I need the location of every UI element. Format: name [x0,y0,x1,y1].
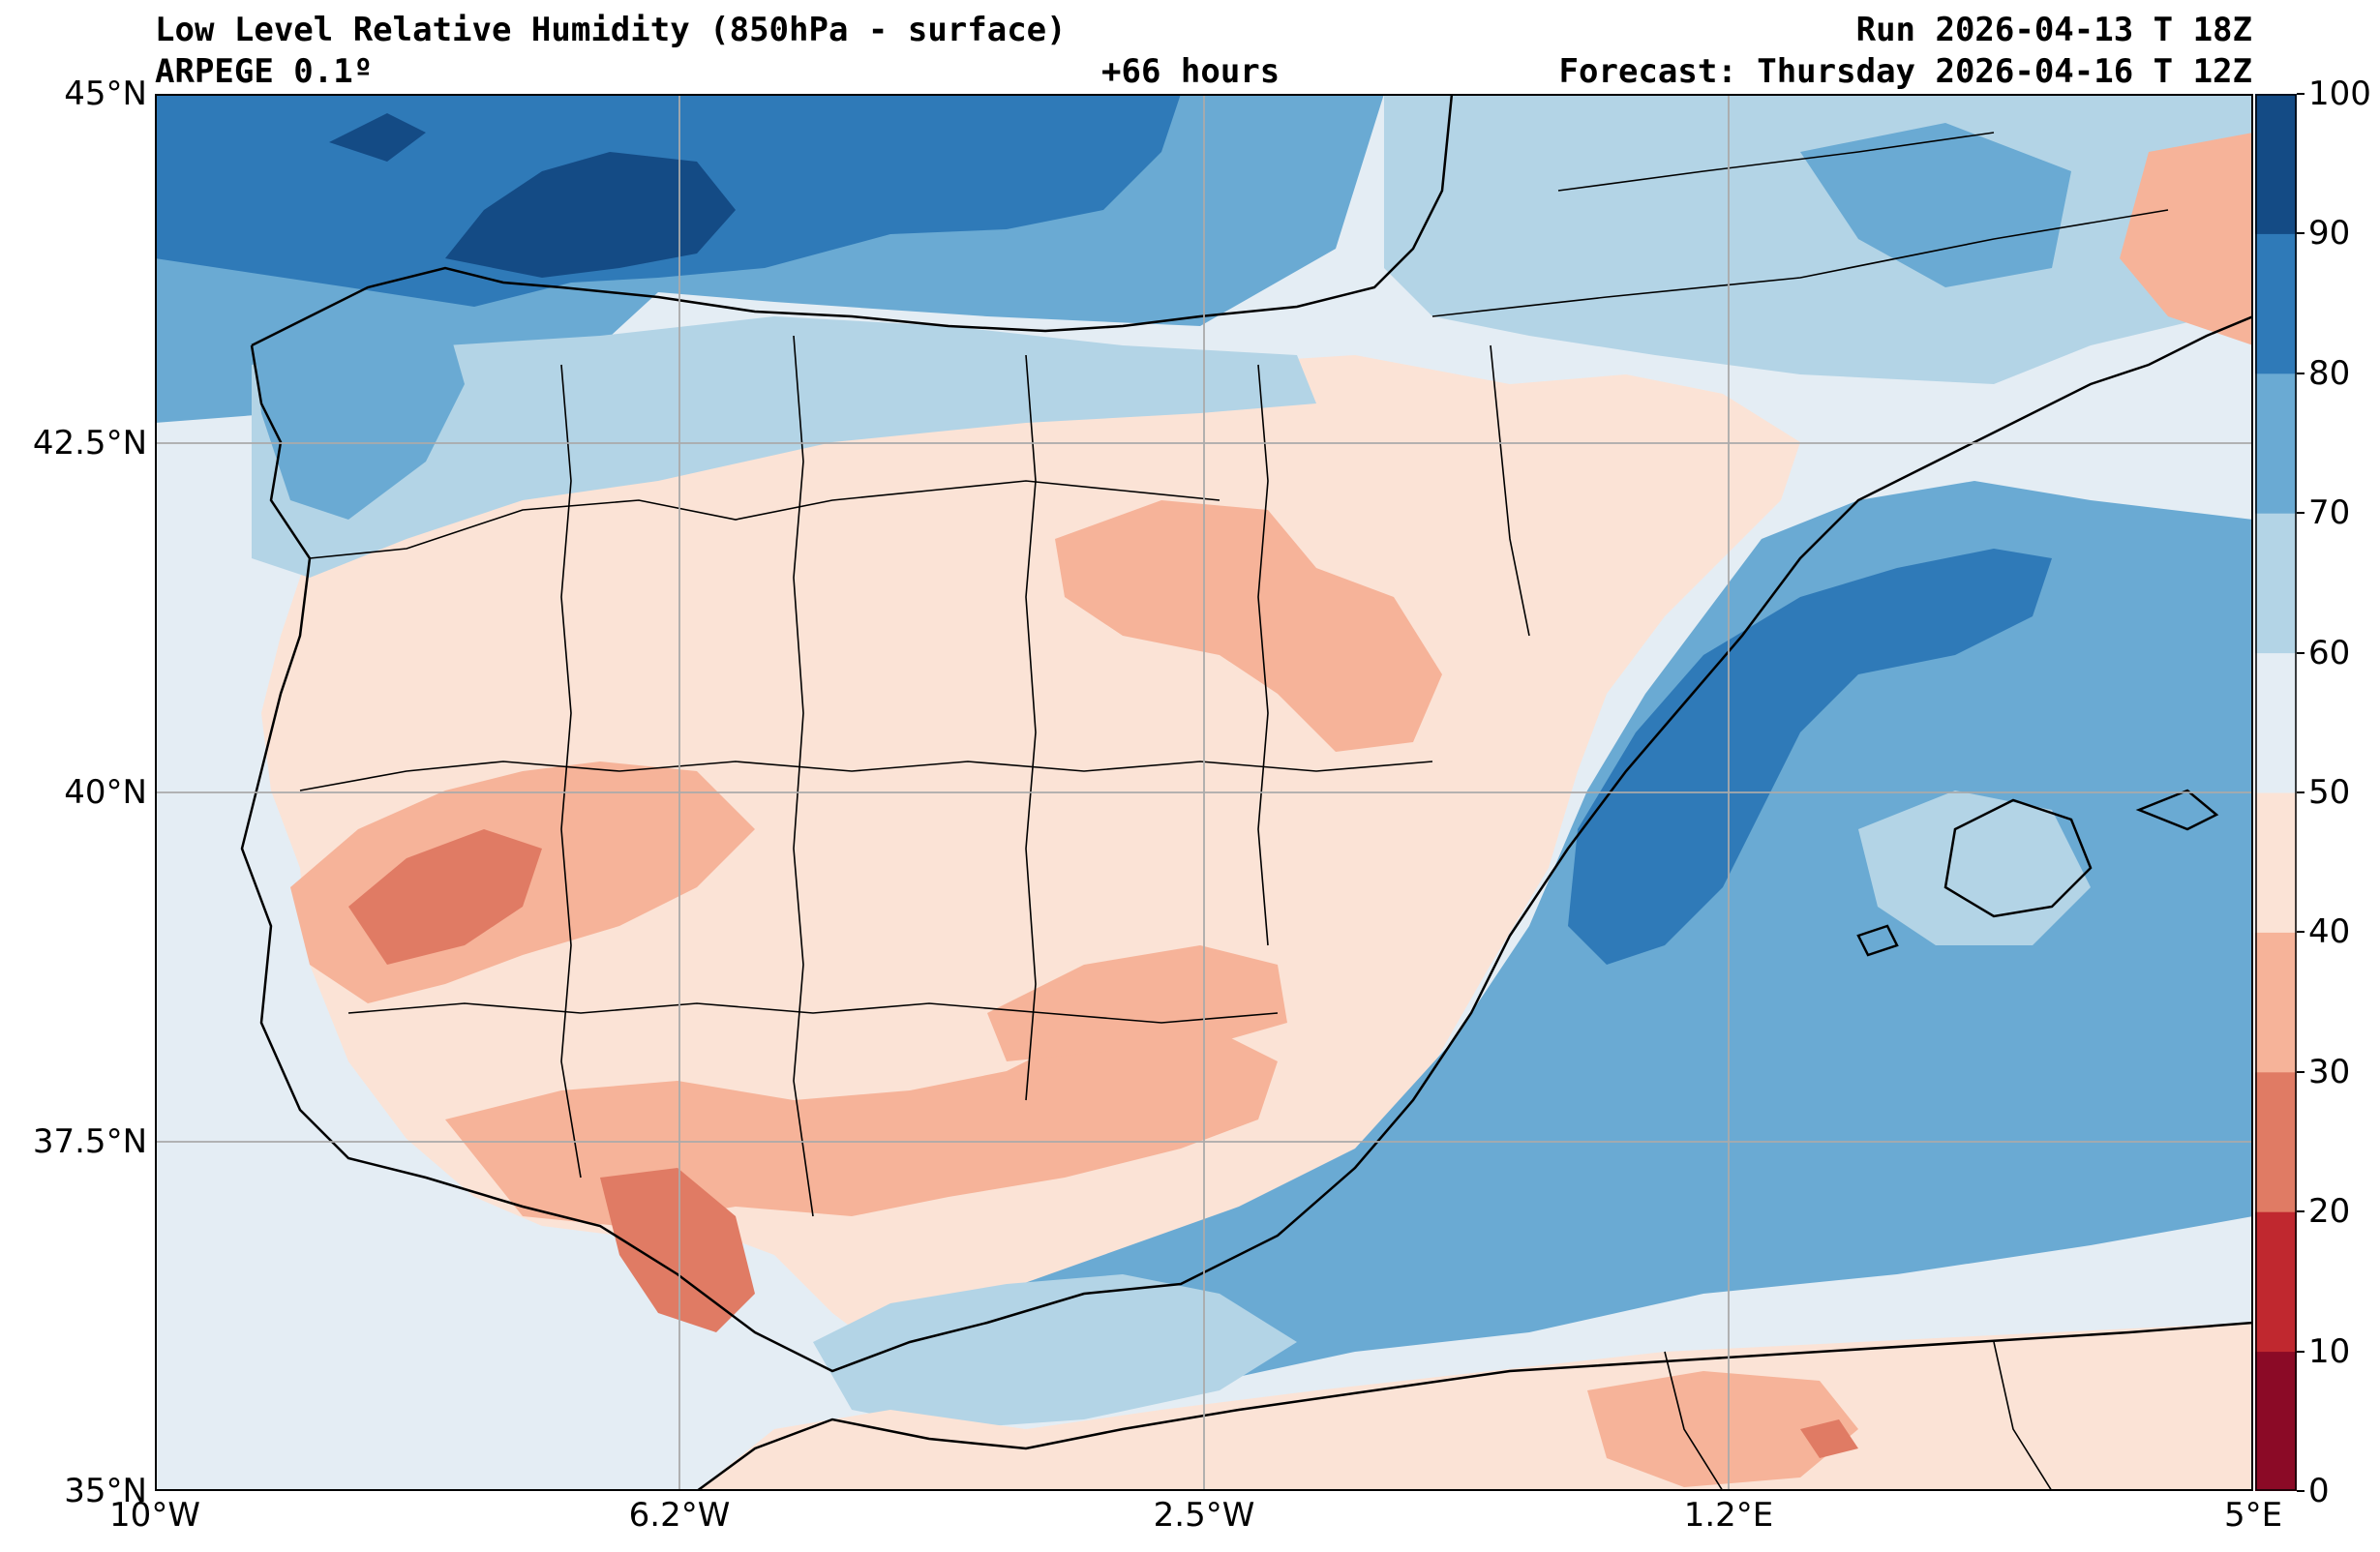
colorbar-tick-mark [2297,791,2305,793]
ebro-dry-30 [1055,500,1442,752]
alboran-moist-60 [813,1274,1297,1429]
north-africa-dry-40 [697,1323,2253,1491]
colorbar-tick-mark [2297,93,2305,95]
colorbar-tick-label: 70 [2308,493,2351,533]
colorbar-tick-mark [2297,651,2305,654]
med-moist-80 [1568,549,2052,965]
colorbar-segment [2255,1071,2297,1212]
colorbar-tick-label: 0 [2308,1472,2330,1510]
colorbar-segment [2255,233,2297,374]
model-label: ARPEGE 0.1º [155,52,374,91]
colorbar-border [2255,94,2297,1491]
colorbar-segment [2255,652,2297,793]
la-mancha-dry-30 [987,945,1287,1061]
colorbar-tick-label: 90 [2308,214,2351,254]
med-moist-70 [871,481,2253,1410]
colorbar-segment [2255,373,2297,514]
colorbar-tick-mark [2297,1070,2305,1073]
france-moist-70 [1800,123,2071,287]
colorbar-tick-mark [2297,232,2305,235]
map-title: Low Level Relative Humidity (850hPa - su… [155,11,1067,49]
lon-tick-label: 10°W [109,1496,200,1535]
lon-tick-label: 6.2°W [628,1496,731,1535]
colorbar [2255,94,2297,1492]
atlas-dry-20 [1800,1419,1858,1458]
colorbar-tick-label: 100 [2308,75,2371,113]
humidity-map [155,94,2253,1491]
balearic-moist-60 [1858,791,2091,945]
coastlines [240,94,2253,1491]
graticule [155,94,2253,1491]
colorbar-segment [2255,1351,2297,1492]
lon-tick-label: 2.5°W [1153,1496,1255,1535]
lat-tick-label: 40°N [64,773,147,812]
colorbar-tick-label: 80 [2308,353,2351,393]
colorbar-segment [2255,94,2297,234]
tagus-dry-20 [348,829,542,965]
colorbar-tick-mark [2297,1490,2305,1492]
colorbar-segment [2255,932,2297,1073]
colorbar-tick-mark [2297,1350,2305,1353]
galicia-moist-70 [252,297,465,520]
colorbar-segment [2255,1211,2297,1353]
lat-tick-label: 37.5°N [32,1122,147,1161]
lon-tick-label: 1.2°E [1683,1496,1774,1535]
colorbar-tick-label: 50 [2308,773,2351,812]
lat-tick-label: 42.5°N [32,424,147,463]
lat-tick-label: 35°N [64,1472,147,1510]
colorbar-segment [2255,792,2297,933]
north-africa-dry-30 [1587,1371,1858,1487]
colorbar-tick-label: 30 [2308,1052,2351,1091]
colorbar-tick-mark [2297,1210,2305,1213]
province-borders [299,132,2169,1491]
colorbar-tick-mark [2297,931,2305,934]
colorbar-tick-mark [2297,512,2305,515]
biscay-moist-90b [329,113,426,162]
lat-tick-label: 45°N [64,75,147,113]
lon-tick-label: 5°E [2223,1496,2283,1535]
colorbar-tick-mark [2297,372,2305,374]
map-border [155,94,2253,1491]
colorbar-tick-label: 20 [2308,1192,2351,1232]
colorbar-tick-label: 10 [2308,1331,2351,1371]
colorbar-segment [2255,513,2297,654]
france-dry-40 [2120,133,2253,345]
run-label: Run 2026-04-13 T 18Z [1855,11,2252,49]
guadalquivir-dry-20 [600,1168,755,1332]
biscay-moist-90 [445,152,736,278]
lead-time-label: +66 hours [1101,52,1280,91]
colorbar-tick-label: 60 [2308,633,2351,672]
north-iberia-moist-60 [252,316,1316,578]
colorbar-tick-label: 40 [2308,912,2351,952]
forecast-label: Forecast: Thursday 2026-04-16 T 12Z [1558,52,2252,91]
